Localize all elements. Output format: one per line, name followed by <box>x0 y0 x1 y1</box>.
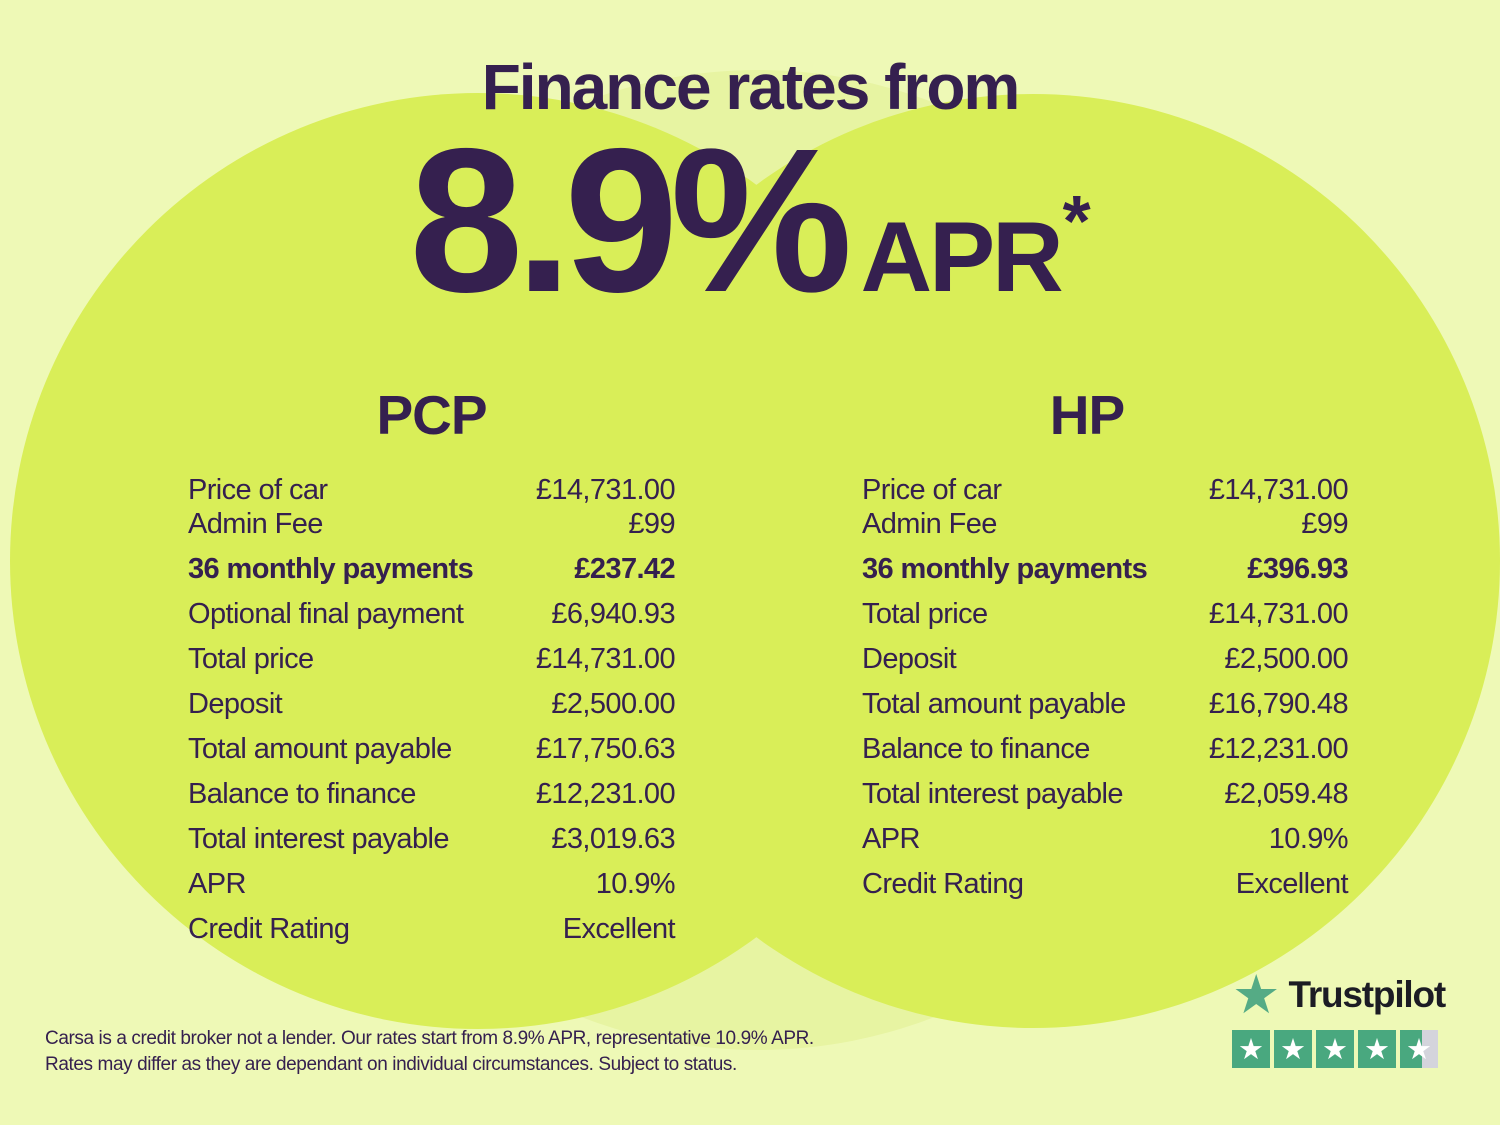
star-icon: ★ <box>1238 1031 1265 1066</box>
row-label: Total price <box>188 643 314 675</box>
star-icon: ★ <box>1406 1031 1433 1066</box>
table-row: Price of car £14,731.00 <box>862 473 1349 507</box>
row-label: Admin Fee <box>862 507 997 540</box>
rate-asterisk: * <box>1062 182 1091 262</box>
headline-rate: 8.9% APR * <box>0 118 1500 323</box>
row-label: Total amount payable <box>188 733 452 765</box>
row-value: £14,731.00 <box>535 643 676 675</box>
trustpilot-widget: ★ Trustpilot ★ ★ ★ ★ ★ <box>1232 963 1446 1068</box>
row-label: Total interest payable <box>188 823 449 855</box>
row-label: Total interest payable <box>862 778 1123 810</box>
row-value: £2,500.00 <box>1224 643 1348 675</box>
row-label: Optional final payment <box>188 598 464 630</box>
row-label: Admin Fee <box>188 507 323 540</box>
star-icon: ★ <box>1364 1031 1391 1066</box>
row-value: £99 <box>1301 507 1348 540</box>
row-value: £17,750.63 <box>535 733 676 765</box>
table-row: Admin Fee £99 <box>862 507 1349 541</box>
row-value: £2,059.48 <box>1224 778 1348 810</box>
table-row: APR 10.9% <box>862 817 1349 862</box>
table-row: Total interest payable £2,059.48 <box>862 772 1349 817</box>
row-label: Balance to finance <box>862 733 1090 765</box>
rating-star-box: ★ <box>1232 1030 1271 1068</box>
row-label: Price of car <box>188 473 328 506</box>
table-row: Credit Rating Excellent <box>188 907 676 952</box>
hp-column: HP Price of car £14,731.00 Admin Fee £99… <box>862 0 1349 1000</box>
hp-table: Price of car £14,731.00 Admin Fee £99 36… <box>862 473 1349 907</box>
row-label: Credit Rating <box>188 913 350 945</box>
row-value: £12,231.00 <box>535 778 676 810</box>
disclaimer-line-1: Carsa is a credit broker not a lender. O… <box>45 1028 814 1049</box>
table-row: Balance to finance £12,231.00 <box>862 727 1349 772</box>
row-value: £99 <box>628 507 675 540</box>
row-label: Deposit <box>862 643 957 675</box>
table-row-monthly-payment: 36 monthly payments £237.42 <box>188 547 676 592</box>
trustpilot-rating-stars: ★ ★ ★ ★ ★ <box>1232 1030 1445 1068</box>
row-value: £2,500.00 <box>551 688 675 720</box>
row-value: £396.93 <box>1247 553 1348 585</box>
pcp-column: PCP Price of car £14,731.00 Admin Fee £9… <box>188 0 676 1000</box>
row-label: Price of car <box>862 473 1002 506</box>
rating-star-box-partial: ★ <box>1400 1030 1439 1068</box>
rating-star-box: ★ <box>1358 1030 1397 1068</box>
row-value: £16,790.48 <box>1208 688 1349 720</box>
row-value: Excellent <box>1235 868 1349 900</box>
row-value: £237.42 <box>574 553 675 585</box>
table-row: APR 10.9% <box>188 862 676 907</box>
trustpilot-logo: ★ Trustpilot <box>1232 963 1446 1026</box>
row-value: £14,731.00 <box>535 473 676 506</box>
row-value: 10.9% <box>595 868 676 900</box>
row-label: Deposit <box>188 688 283 720</box>
table-row: Optional final payment £6,940.93 <box>188 592 676 637</box>
page-title: Finance rates from <box>481 51 1021 123</box>
table-row-monthly-payment: 36 monthly payments £396.93 <box>862 547 1349 592</box>
trustpilot-wordmark: Trustpilot <box>1288 974 1446 1015</box>
disclaimer-line-2: Rates may differ as they are dependant o… <box>45 1054 737 1075</box>
table-row: Price of car £14,731.00 <box>188 473 676 507</box>
hp-column-header: HP <box>1049 384 1125 446</box>
table-row: Deposit £2,500.00 <box>862 637 1349 682</box>
rating-star-box: ★ <box>1274 1030 1313 1068</box>
row-value: £3,019.63 <box>551 823 675 855</box>
row-label: APR <box>188 868 246 900</box>
star-icon: ★ <box>1280 1031 1307 1066</box>
row-value: Excellent <box>562 913 676 945</box>
pcp-table: Price of car £14,731.00 Admin Fee £99 36… <box>188 473 676 952</box>
table-row: Total amount payable £16,790.48 <box>862 682 1349 727</box>
row-label: Credit Rating <box>862 868 1024 900</box>
row-label: 36 monthly payments <box>862 553 1148 585</box>
trustpilot-star-icon: ★ <box>1232 963 1281 1026</box>
pcp-column-header: PCP <box>376 384 487 446</box>
row-label: 36 monthly payments <box>188 553 474 585</box>
table-row: Credit Rating Excellent <box>862 862 1349 907</box>
table-row: Deposit £2,500.00 <box>188 682 676 727</box>
rating-star-box: ★ <box>1316 1030 1355 1068</box>
row-value: £14,731.00 <box>1208 473 1349 506</box>
row-value: £14,731.00 <box>1208 598 1349 630</box>
star-icon: ★ <box>1322 1031 1349 1066</box>
table-row: Total interest payable £3,019.63 <box>188 817 676 862</box>
row-value: £6,940.93 <box>551 598 675 630</box>
row-value: 10.9% <box>1268 823 1349 855</box>
table-row: Total price £14,731.00 <box>862 592 1349 637</box>
row-label: Balance to finance <box>188 778 416 810</box>
table-row: Total amount payable £17,750.63 <box>188 727 676 772</box>
row-label: Total amount payable <box>862 688 1126 720</box>
table-row: Balance to finance £12,231.00 <box>188 772 676 817</box>
rate-suffix: APR <box>860 201 1064 312</box>
background-circle-right <box>566 94 1500 1028</box>
row-label: APR <box>862 823 920 855</box>
row-label: Total price <box>862 598 988 630</box>
rate-value: 8.9% <box>409 106 852 335</box>
disclaimer: Carsa is a credit broker not a lender. O… <box>45 1026 814 1078</box>
table-row: Admin Fee £99 <box>188 507 676 541</box>
row-value: £12,231.00 <box>1208 733 1349 765</box>
table-row: Total price £14,731.00 <box>188 637 676 682</box>
